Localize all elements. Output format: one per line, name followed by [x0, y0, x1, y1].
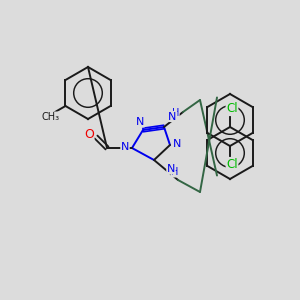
Text: N: N	[121, 142, 129, 152]
Text: H: H	[171, 167, 179, 177]
Text: N: N	[173, 139, 181, 149]
Text: Cl: Cl	[226, 103, 238, 116]
Text: H: H	[172, 107, 179, 118]
Text: CH₃: CH₃	[41, 112, 59, 122]
Text: N: N	[136, 117, 144, 127]
Text: N: N	[168, 112, 177, 122]
Text: O: O	[84, 128, 94, 140]
Text: N: N	[167, 164, 175, 174]
Text: Cl: Cl	[226, 158, 238, 170]
